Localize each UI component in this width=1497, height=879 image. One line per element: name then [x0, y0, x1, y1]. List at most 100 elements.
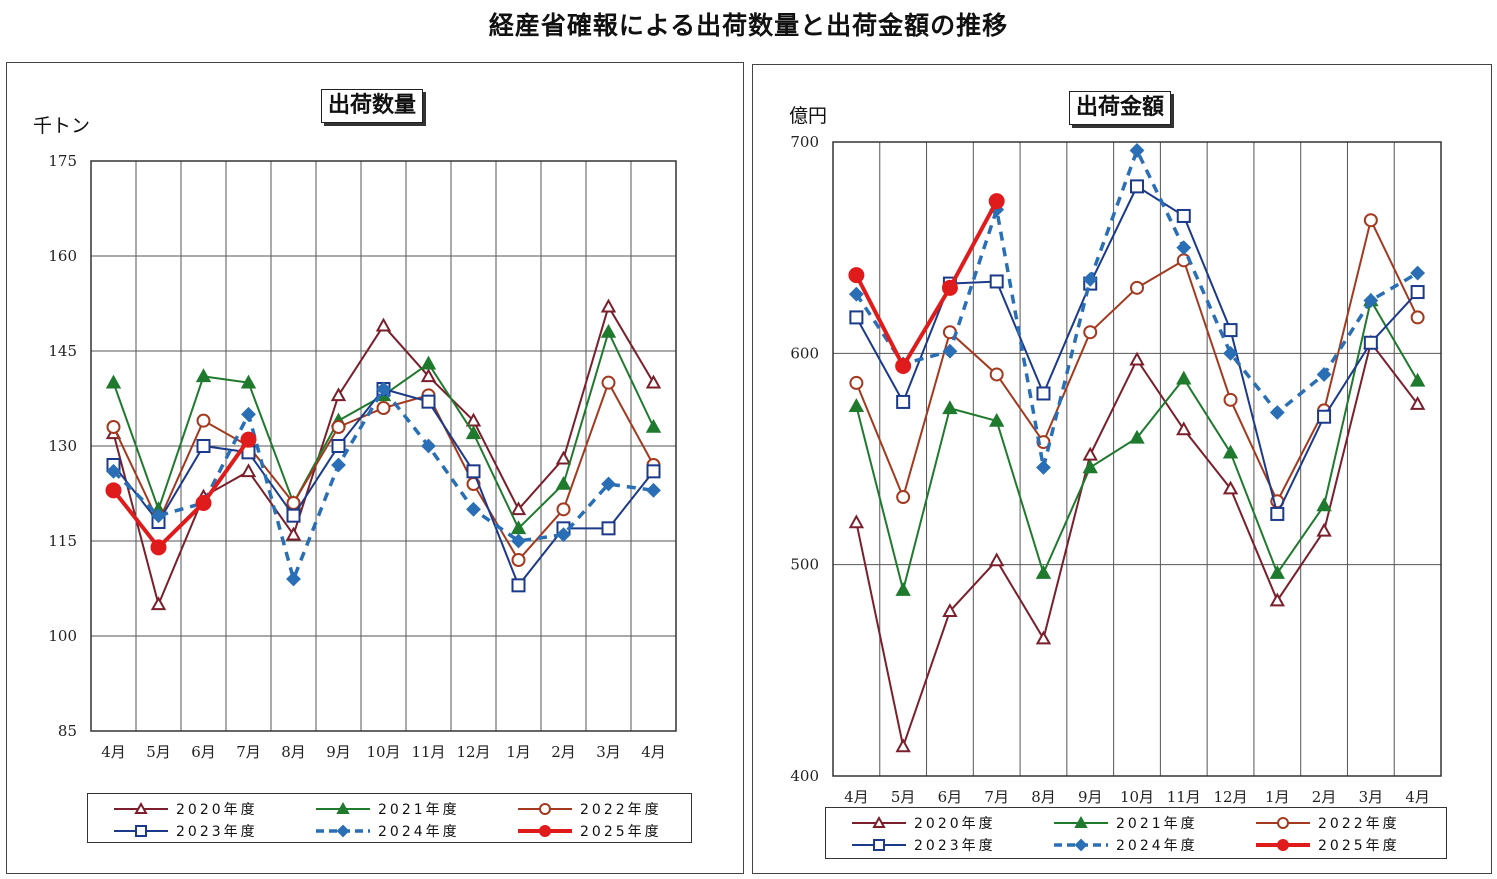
data-point: [466, 464, 481, 479]
legend-label: 2020年度: [914, 816, 996, 832]
data-point: [1082, 271, 1098, 287]
x-tick-label: 10月: [366, 743, 400, 761]
data-point: [331, 420, 346, 434]
data-point: [1176, 421, 1192, 436]
data-point: [555, 475, 572, 490]
data-point: [331, 457, 346, 473]
series-2020年度: [105, 298, 662, 611]
legend-swatch: [1256, 839, 1310, 851]
data-point: [151, 508, 166, 524]
chart-panel-amount: 出荷金額 億円 400 500 600 700 4月 5月 6月 7月 8月 9月 10月 11月 12…: [752, 64, 1492, 874]
y-tick-label: 600: [790, 344, 819, 362]
legend-item: 2020年度: [850, 813, 996, 833]
data-point: [895, 581, 911, 596]
data-point: [1409, 395, 1426, 410]
data-point: [1223, 392, 1238, 407]
x-tick-label: 1月: [1265, 788, 1290, 806]
data-point: [286, 508, 301, 523]
series-2025年度: [848, 193, 1005, 375]
legend-item: 2023年度: [850, 835, 996, 855]
data-point: [331, 439, 346, 453]
data-point: [420, 368, 437, 383]
data-point: [1410, 265, 1426, 281]
data-point: [1222, 444, 1239, 459]
legend-swatch: [1054, 815, 1108, 828]
x-tick-label: 11月: [411, 743, 445, 761]
x-tick-label: 4月: [641, 743, 666, 761]
data-point: [330, 387, 347, 402]
data-point: [942, 400, 958, 415]
data-point: [240, 374, 257, 389]
legend-swatch: [316, 824, 370, 838]
legend-item: 2022年度: [516, 799, 662, 819]
y-tick-label: 175: [48, 152, 77, 170]
data-point: [510, 501, 527, 516]
data-point: [989, 367, 1004, 382]
y-tick-label: 400: [790, 767, 819, 785]
legend-item: 2021年度: [1052, 813, 1198, 833]
data-point: [196, 413, 211, 428]
data-point: [420, 355, 437, 370]
x-tick-label: 11月: [1167, 788, 1201, 806]
legend-label: 2022年度: [580, 802, 662, 818]
legend-swatch: [1054, 838, 1108, 852]
data-point: [556, 527, 571, 543]
quantity-line-chart: 85 100 115 130 145 160 175 4月 5月 6月 7月 8月 9月 10月 11月 12…: [48, 152, 677, 761]
data-point: [1363, 213, 1378, 228]
data-point: [1363, 335, 1378, 350]
series-line: [855, 297, 1419, 591]
data-point: [285, 526, 302, 541]
data-point: [1082, 446, 1098, 461]
data-point: [1035, 630, 1052, 645]
grid: [90, 160, 677, 732]
data-point: [150, 596, 167, 611]
chart-title-amount: 出荷金額: [1069, 91, 1172, 125]
legend-item: 2023年度: [112, 821, 258, 841]
series-2024年度: [848, 143, 1426, 475]
data-point: [848, 514, 865, 529]
data-point: [555, 450, 572, 465]
legend-label: 2022年度: [1318, 816, 1400, 832]
amount-line-chart: 400 500 600 700 4月 5月 6月 7月 8月 9月 10月 11月 12月 1月 2月 3月 4…: [790, 133, 1442, 806]
data-point: [1269, 565, 1286, 579]
data-point: [1316, 367, 1332, 382]
series-2023年度: [849, 179, 1425, 521]
data-point: [1410, 310, 1425, 325]
data-point: [896, 394, 911, 409]
legend-swatch: [316, 801, 370, 814]
data-point: [1223, 323, 1238, 338]
y-tick-label: 115: [48, 532, 77, 550]
data-point: [600, 323, 617, 338]
x-tick-label: 2月: [1312, 788, 1337, 806]
series-2022年度: [106, 375, 661, 567]
legend-swatch: [1256, 817, 1310, 829]
data-point: [106, 420, 121, 434]
data-point: [941, 279, 958, 296]
data-point: [988, 552, 1005, 567]
x-tick-label: 1月: [506, 743, 531, 761]
legend-swatch: [114, 825, 168, 837]
data-point: [895, 738, 911, 753]
data-point: [286, 496, 301, 510]
legend-label: 2021年度: [378, 802, 460, 818]
legend-item: 2022年度: [1254, 813, 1400, 833]
data-point: [600, 298, 617, 313]
y-unit-amount: 億円: [789, 105, 828, 127]
legend-swatch: [852, 839, 906, 851]
x-tick-label: 2月: [551, 743, 576, 761]
data-point: [1317, 409, 1332, 424]
y-tick-label: 700: [790, 133, 819, 151]
x-tick-label: 10月: [1120, 788, 1154, 806]
x-tick-label: 12月: [456, 743, 490, 761]
data-point: [849, 310, 864, 325]
data-point: [895, 358, 912, 375]
data-point: [195, 495, 212, 511]
data-point: [241, 406, 256, 422]
series-line: [854, 200, 999, 371]
data-point: [556, 502, 571, 517]
data-point: [1036, 460, 1051, 475]
data-point: [240, 463, 257, 478]
legend-item: 2024年度: [314, 821, 460, 841]
data-point: [1036, 386, 1051, 401]
data-point: [1129, 351, 1145, 366]
